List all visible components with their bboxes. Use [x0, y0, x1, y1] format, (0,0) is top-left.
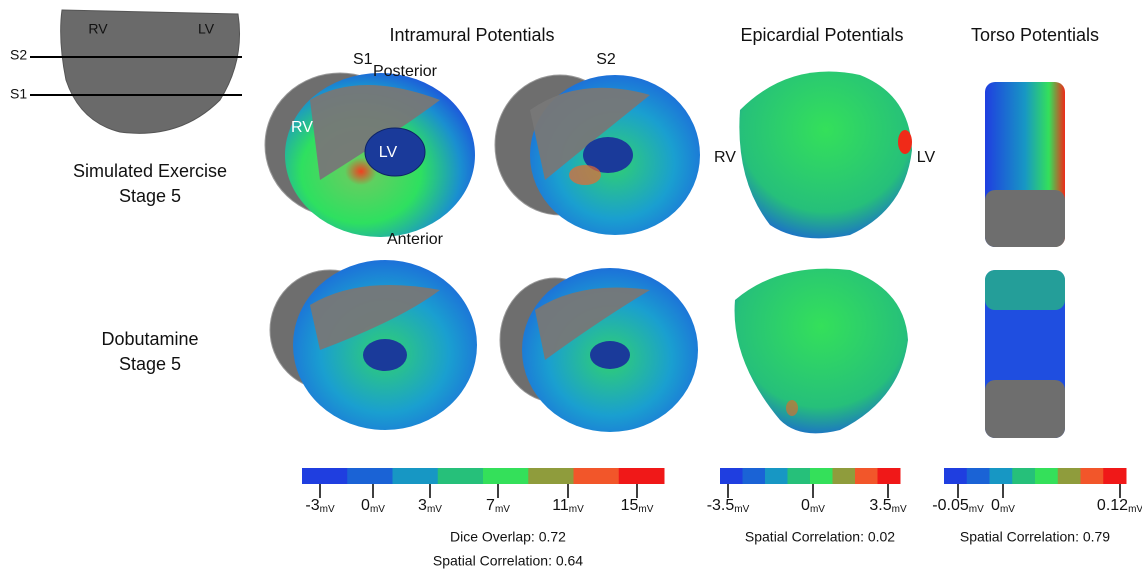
tick-unit: mV [495, 504, 510, 515]
tick-label: 0mV [801, 497, 825, 514]
tick-label: 0mV [991, 497, 1015, 514]
colorbar-segment [765, 468, 788, 484]
tick-unit: mV [427, 504, 442, 515]
colorbar-segment [967, 468, 990, 484]
colorbar-segment [483, 468, 529, 484]
chamber-label: RV [88, 21, 108, 37]
tick-label: -3.5mV [707, 497, 750, 514]
tick-label: 3mV [418, 497, 442, 514]
tick-unit: mV [734, 504, 749, 515]
torso [985, 82, 1065, 247]
chamber-label: LV [198, 21, 215, 37]
colorbar-segment [1081, 468, 1104, 484]
colorbar-segment [944, 468, 967, 484]
colorbar-segment [302, 468, 348, 484]
epicardial-heart [739, 72, 912, 239]
tick-value: 7 [486, 497, 495, 514]
colorbar-segment [990, 468, 1013, 484]
tick-value: -3.5 [707, 497, 735, 514]
intramural-slice [500, 268, 698, 432]
intramural-slice [495, 75, 700, 235]
tick-unit: mV [320, 504, 335, 515]
chamber-label: LV [379, 144, 398, 161]
epicardial-heart [735, 269, 908, 434]
stat: Spatial Correlation: 0.79 [960, 529, 1110, 545]
column-title: Intramural Potentials [389, 25, 554, 45]
tick-value: 0 [361, 497, 370, 514]
tick-unit: mV [969, 504, 984, 515]
colorbar-segment [619, 468, 665, 484]
colorbar-segment [720, 468, 743, 484]
tick-label: 15mV [621, 497, 654, 514]
intramural-slice [270, 260, 477, 430]
slice-label: S2 [596, 51, 616, 68]
tick-label: 11mV [552, 497, 584, 514]
tick-label: -3mV [305, 497, 335, 514]
row-label: Dobutamine [101, 329, 198, 349]
tick-unit: mV [569, 504, 584, 515]
tick-label: 0.12mV [1097, 497, 1142, 514]
colorbar-segment [743, 468, 766, 484]
tick-label: -0.05mV [932, 497, 984, 514]
tick-unit: mV [892, 504, 907, 515]
column-title: Torso Potentials [971, 25, 1099, 45]
colorbar-segment [788, 468, 811, 484]
intramural-slice [265, 73, 475, 237]
row-label: Stage 5 [119, 354, 181, 374]
colorbar-segment [855, 468, 878, 484]
colorbar-segment [347, 468, 393, 484]
tick-unit: mV [810, 504, 825, 515]
figure: RV LV S2 S1 Simulated Exercise Stage 5 D… [0, 0, 1142, 570]
tick-value: 0.12 [1097, 497, 1128, 514]
tick-label: 0mV [361, 497, 385, 514]
colorbar-segment [878, 468, 901, 484]
torso [985, 270, 1065, 438]
colorbar-segment [393, 468, 439, 484]
tick-value: -0.05 [932, 497, 969, 514]
colorbar-segment [810, 468, 833, 484]
colorbar-segment [1012, 468, 1035, 484]
tick-value: 3.5 [869, 497, 891, 514]
colorbar-segment [528, 468, 574, 484]
colorbar-segment [1035, 468, 1058, 484]
colorbar-segment [1058, 468, 1081, 484]
colorbar-segment [574, 468, 620, 484]
slice-label: S1 [353, 51, 373, 68]
tick-value: 0 [801, 497, 810, 514]
tick-value: -3 [305, 497, 319, 514]
tick-value: 0 [991, 497, 1000, 514]
tick-unit: mV [1000, 504, 1015, 515]
stat: Spatial Correlation: 0.02 [745, 529, 895, 545]
colorbar-segment [1103, 468, 1126, 484]
stat: Dice Overlap: 0.72 [450, 529, 566, 545]
column-title: Epicardial Potentials [740, 25, 903, 45]
tick-label: 3.5mV [869, 497, 907, 514]
row-label: Simulated Exercise [73, 161, 227, 181]
slice-label: S2 [10, 47, 27, 63]
tick-unit: mV [370, 504, 385, 515]
tick-value: 11 [552, 497, 569, 514]
chamber-label: LV [917, 149, 936, 166]
slice-label: S1 [10, 86, 27, 102]
orientation-label: Posterior [373, 63, 438, 80]
row-label: Stage 5 [119, 186, 181, 206]
orientation-label: Anterior [387, 231, 444, 248]
schematic: RV LV S2 S1 [10, 10, 242, 133]
tick-value: 3 [418, 497, 427, 514]
colorbar-segment [438, 468, 484, 484]
colorbar-segment [833, 468, 856, 484]
tick-value: 15 [621, 497, 639, 514]
tick-unit: mV [638, 504, 653, 515]
tick-unit: mV [1128, 504, 1142, 515]
chamber-label: RV [291, 119, 313, 136]
stat: Spatial Correlation: 0.64 [433, 553, 583, 569]
tick-label: 7mV [486, 497, 510, 514]
chamber-label: RV [714, 149, 736, 166]
